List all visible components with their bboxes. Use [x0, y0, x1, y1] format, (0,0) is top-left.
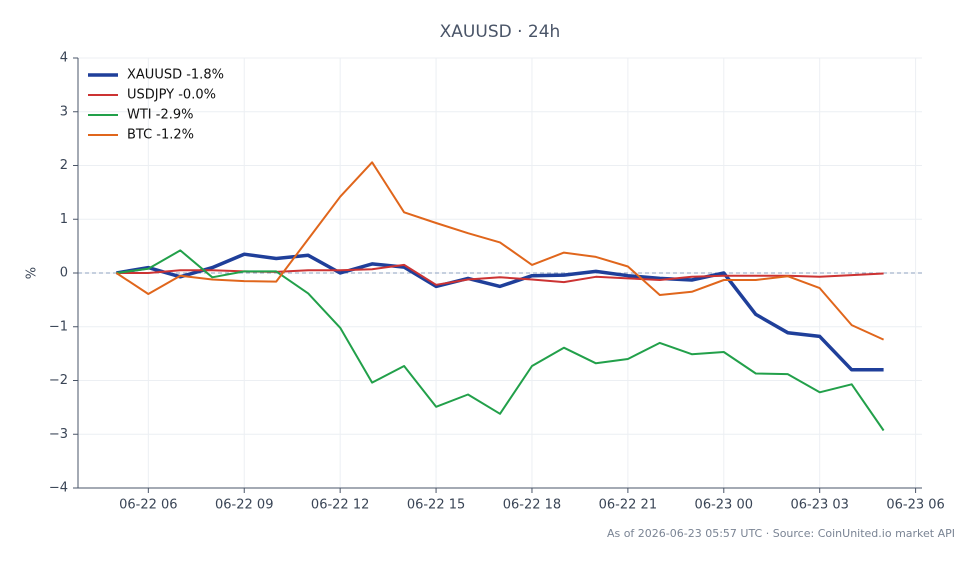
legend-label: BTC -1.2% — [127, 128, 194, 143]
y-axis-label: % — [25, 267, 40, 279]
y-tick-label: 0 — [60, 266, 68, 281]
series-line — [116, 263, 884, 286]
y-tick-label: 1 — [60, 212, 68, 227]
x-tick-label: 06-22 15 — [407, 498, 465, 513]
chart-title: XAUUSD · 24h — [440, 22, 561, 42]
y-tick-label: −2 — [49, 373, 68, 388]
x-tick-label: 06-22 09 — [215, 498, 273, 513]
y-tick-label: 4 — [60, 51, 68, 66]
series-line — [116, 249, 885, 432]
legend-label: USDJPY -0.0% — [127, 88, 216, 103]
legend-label: WTI -2.9% — [127, 108, 193, 123]
y-tick-label: −4 — [49, 481, 68, 496]
y-tick-label: 3 — [60, 104, 68, 119]
x-tick-label: 06-22 18 — [503, 498, 561, 513]
legend-label: XAUUSD -1.8% — [127, 68, 224, 83]
x-tick-label: 06-22 21 — [599, 498, 657, 513]
x-tick-label: 06-23 03 — [790, 498, 848, 513]
y-tick-label: −1 — [49, 319, 68, 334]
y-tick-label: 2 — [60, 158, 68, 173]
y-tick-label: −3 — [49, 427, 68, 442]
x-tick-label: 06-23 06 — [886, 498, 944, 513]
x-tick-label: 06-23 00 — [695, 498, 753, 513]
x-tick-label: 06-22 06 — [119, 498, 177, 513]
footnote: As of 2026-06-23 05:57 UTC · Source: Coi… — [607, 527, 955, 540]
series-line — [115, 161, 885, 341]
series-line — [116, 252, 884, 372]
x-tick-label: 06-22 12 — [311, 498, 369, 513]
